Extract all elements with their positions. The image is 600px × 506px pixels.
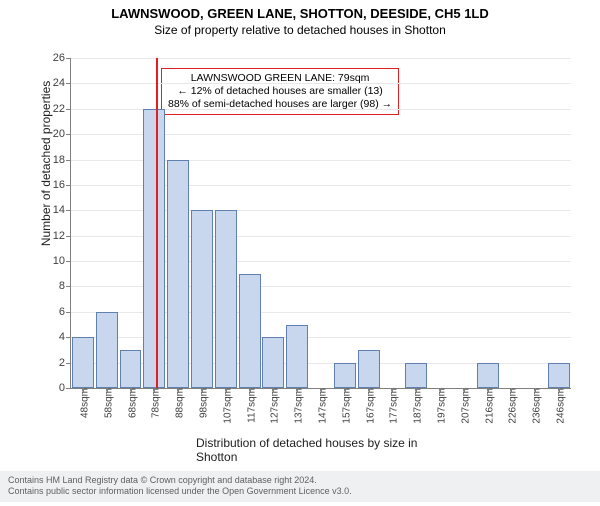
bar — [72, 337, 94, 388]
bar — [239, 274, 261, 388]
x-tick-mark — [321, 388, 322, 393]
plot-area: Number of detached properties Distributi… — [70, 58, 571, 389]
x-tick-label: 137sqm — [290, 388, 305, 424]
x-tick-label: 226sqm — [504, 388, 519, 424]
x-tick-label: 216sqm — [480, 388, 495, 424]
y-tick-mark — [66, 134, 71, 135]
x-tick-mark — [154, 388, 155, 393]
x-tick-mark — [273, 388, 274, 393]
x-tick-label: 177sqm — [385, 388, 400, 424]
y-axis-label: Number of detached properties — [39, 81, 53, 246]
x-tick-mark — [226, 388, 227, 393]
y-tick-mark — [66, 185, 71, 186]
x-tick-mark — [416, 388, 417, 393]
x-tick-mark — [369, 388, 370, 393]
bar — [167, 160, 189, 388]
x-axis-label: Distribution of detached houses by size … — [196, 436, 446, 464]
annotation-line: ← 12% of detached houses are smaller (13… — [168, 85, 392, 98]
x-tick-mark — [83, 388, 84, 393]
gridline — [71, 58, 571, 59]
chart-title-1: LAWNSWOOD, GREEN LANE, SHOTTON, DEESIDE,… — [0, 6, 600, 21]
x-tick-mark — [511, 388, 512, 393]
x-tick-mark — [488, 388, 489, 393]
y-tick-mark — [66, 312, 71, 313]
bar — [120, 350, 142, 388]
x-tick-label: 187sqm — [409, 388, 424, 424]
x-tick-mark — [345, 388, 346, 393]
bar — [286, 325, 308, 388]
gridline — [71, 83, 571, 84]
footer-line-1: Contains HM Land Registry data © Crown c… — [8, 475, 592, 487]
bar — [548, 363, 570, 388]
x-tick-mark — [131, 388, 132, 393]
bar — [215, 210, 237, 388]
chart-title-2: Size of property relative to detached ho… — [0, 23, 600, 37]
y-tick-mark — [66, 286, 71, 287]
bar — [191, 210, 213, 388]
y-tick-mark — [66, 160, 71, 161]
x-tick-mark — [178, 388, 179, 393]
chart-container: Number of detached properties Distributi… — [46, 54, 576, 424]
y-tick-mark — [66, 261, 71, 262]
x-tick-mark — [107, 388, 108, 393]
x-tick-mark — [535, 388, 536, 393]
x-tick-label: 246sqm — [552, 388, 567, 424]
y-tick-mark — [66, 83, 71, 84]
y-tick-mark — [66, 236, 71, 237]
x-tick-label: 147sqm — [314, 388, 329, 424]
x-tick-label: 127sqm — [266, 388, 281, 424]
reference-line — [156, 58, 158, 388]
footer-line-2: Contains public sector information licen… — [8, 486, 592, 498]
x-tick-label: 157sqm — [337, 388, 352, 424]
x-tick-label: 236sqm — [528, 388, 543, 424]
x-tick-mark — [202, 388, 203, 393]
y-tick-mark — [66, 109, 71, 110]
y-tick-mark — [66, 388, 71, 389]
footer-attribution: Contains HM Land Registry data © Crown c… — [0, 471, 600, 502]
y-tick-mark — [66, 363, 71, 364]
x-tick-label: 107sqm — [218, 388, 233, 424]
bar — [477, 363, 499, 388]
x-tick-label: 117sqm — [242, 388, 257, 423]
bar — [96, 312, 118, 388]
x-tick-mark — [464, 388, 465, 393]
x-tick-label: 167sqm — [361, 388, 376, 424]
y-tick-mark — [66, 58, 71, 59]
x-tick-mark — [440, 388, 441, 393]
bar — [405, 363, 427, 388]
x-tick-label: 207sqm — [456, 388, 471, 424]
y-tick-mark — [66, 337, 71, 338]
bar — [143, 109, 165, 388]
x-tick-mark — [250, 388, 251, 393]
bar — [334, 363, 356, 388]
x-tick-mark — [392, 388, 393, 393]
x-tick-mark — [297, 388, 298, 393]
bar — [262, 337, 284, 388]
x-tick-label: 197sqm — [433, 388, 448, 424]
x-tick-mark — [559, 388, 560, 393]
bar — [358, 350, 380, 388]
y-tick-mark — [66, 210, 71, 211]
